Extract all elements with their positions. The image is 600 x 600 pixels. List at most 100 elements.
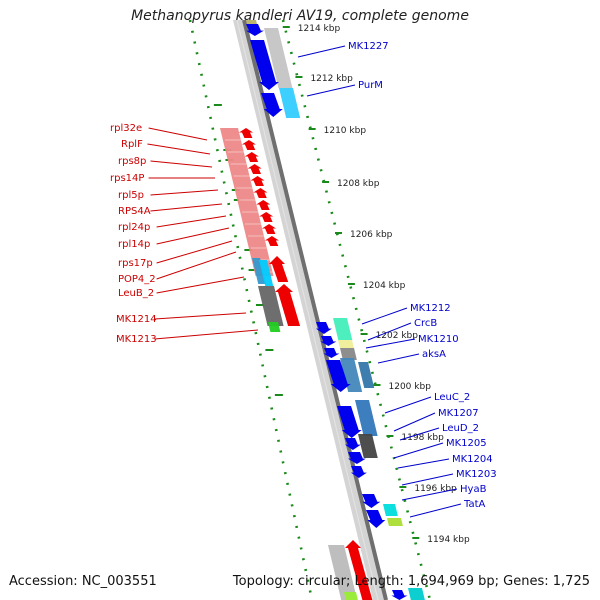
gene-track-cyan: [259, 260, 274, 286]
map-title: Methanopyrus kandleri AV19, complete gen…: [131, 8, 469, 24]
gene-track-lime: [344, 592, 358, 600]
gene-label: MK1214: [116, 314, 157, 325]
ruler-tick-label: 1194 kbp: [427, 535, 470, 545]
gene-label: MK1227: [348, 41, 389, 52]
gene-label: MK1212: [410, 303, 451, 314]
gene-arrow-blue: [245, 24, 264, 36]
gene-label-leader: [156, 227, 230, 245]
gene-track-pink: [220, 128, 274, 276]
gene-arrow-blue: [261, 93, 283, 117]
gene-label-leader: [156, 240, 233, 264]
gene-label-leader: [393, 412, 436, 432]
gene-label: rps8p: [118, 156, 146, 167]
gene-track-yellow: [338, 340, 354, 348]
gene-arrow-blue: [315, 322, 332, 334]
gene-track-dark: [358, 434, 378, 458]
gene-arrow-red: [241, 140, 256, 150]
gene-arrow-red: [269, 256, 289, 282]
gene-label-leader: [401, 473, 454, 486]
gene-arrow-blue: [344, 438, 361, 450]
gene-track-steel: [358, 362, 375, 388]
accession-text: Accession: NC_003551: [9, 574, 157, 589]
gene-arrow-red: [345, 540, 373, 600]
gene-label: rps17p: [118, 258, 153, 269]
gene-label: MK1207: [438, 408, 479, 419]
gene-label-leader: [148, 127, 208, 141]
gene-arrow-red: [239, 128, 253, 138]
gene-track-grey: [264, 28, 293, 88]
gene-arrow-red: [250, 176, 265, 186]
gene-arrow-red: [247, 164, 262, 174]
gene-label-leader: [393, 442, 444, 459]
gene-arrow-blue: [362, 494, 381, 508]
ruler-tick-label: 1202 kbp: [376, 331, 419, 341]
gene-label-leader: [409, 503, 462, 518]
gene-label: aksA: [422, 349, 446, 360]
gene-track-cyan: [383, 504, 398, 516]
gene-label-leader: [156, 215, 227, 228]
gene-arrow-blue: [250, 40, 279, 90]
gene-label-leader: [150, 203, 223, 212]
gene-label: MK1210: [418, 334, 459, 345]
gene-label: TatA: [463, 499, 486, 510]
gene-track-grey: [340, 348, 357, 360]
gene-label: MK1204: [452, 454, 493, 465]
gene-arrow-blue: [320, 336, 337, 346]
ruler-tick-label: 1212 kbp: [310, 74, 353, 84]
gene-label: rps14P: [110, 173, 144, 184]
gene-label-leader: [156, 251, 237, 280]
gene-label-leader: [154, 312, 247, 320]
gene-arrow-red: [264, 236, 279, 246]
gene-label-leader: [365, 338, 416, 349]
gene-track-lime: [387, 518, 403, 526]
gene-label-leader: [399, 427, 440, 441]
gene-arrow-red: [275, 284, 301, 326]
gene-label-leader: [361, 307, 408, 325]
gene-arrow-red: [262, 224, 277, 234]
gene-track-cyan: [279, 88, 301, 118]
gene-label-leader: [377, 353, 420, 364]
gene-arrow-blue: [347, 452, 366, 464]
gene-label: LeuD_2: [442, 423, 479, 434]
gene-arrow-blue: [326, 360, 351, 392]
gene-arrow-red: [253, 188, 268, 198]
gene-label-leader: [367, 322, 412, 341]
gene-label: rpl32e: [110, 123, 142, 134]
gene-label-leader: [401, 488, 458, 501]
gene-label-leader: [156, 276, 245, 294]
gene-track-grey: [328, 545, 358, 600]
ruler-tick-label: 1214 kbp: [298, 24, 341, 34]
gene-label: RplF: [121, 139, 143, 150]
gene-track-cyan: [408, 588, 425, 600]
ruler-tick-label: 1208 kbp: [337, 179, 380, 189]
gene-label: MK1203: [456, 469, 497, 480]
gene-arrow-blue: [350, 466, 367, 478]
gene-track-teal: [333, 318, 353, 340]
ruler-tick-label: 1198 kbp: [401, 433, 444, 443]
gene-label-leader: [306, 84, 356, 97]
backbone-edge: [236, 19, 379, 600]
gene-label: MK1205: [446, 438, 487, 449]
backbone-line: [242, 19, 388, 600]
gene-label: LeuC_2: [434, 392, 470, 403]
gene-arrow-blue: [391, 590, 408, 600]
gene-label-leader: [147, 143, 211, 155]
gene-label: rpl14p: [118, 239, 150, 250]
ruler-tick-label: 1200 kbp: [389, 382, 432, 392]
gene-track-blue: [252, 258, 267, 284]
gene-label-leader: [154, 329, 259, 340]
ruler-tick-label: 1206 kbp: [350, 230, 393, 240]
ruler-tick-label: 1210 kbp: [324, 126, 367, 136]
gene-arrow-blue: [366, 510, 386, 528]
gene-track-steel: [355, 400, 378, 436]
gene-label-leader: [384, 396, 432, 414]
gene-label-leader: [297, 45, 346, 58]
gene-arrow-blue: [337, 406, 362, 438]
gene-label-leader: [397, 458, 450, 469]
genome-summary-text: Topology: circular; Length: 1,694,969 bp…: [232, 574, 590, 589]
gene-label-leader: [150, 189, 219, 196]
right-guide-line: [281, 19, 432, 600]
gene-label: rpl24p: [118, 222, 150, 233]
gene-track-green: [268, 322, 281, 332]
